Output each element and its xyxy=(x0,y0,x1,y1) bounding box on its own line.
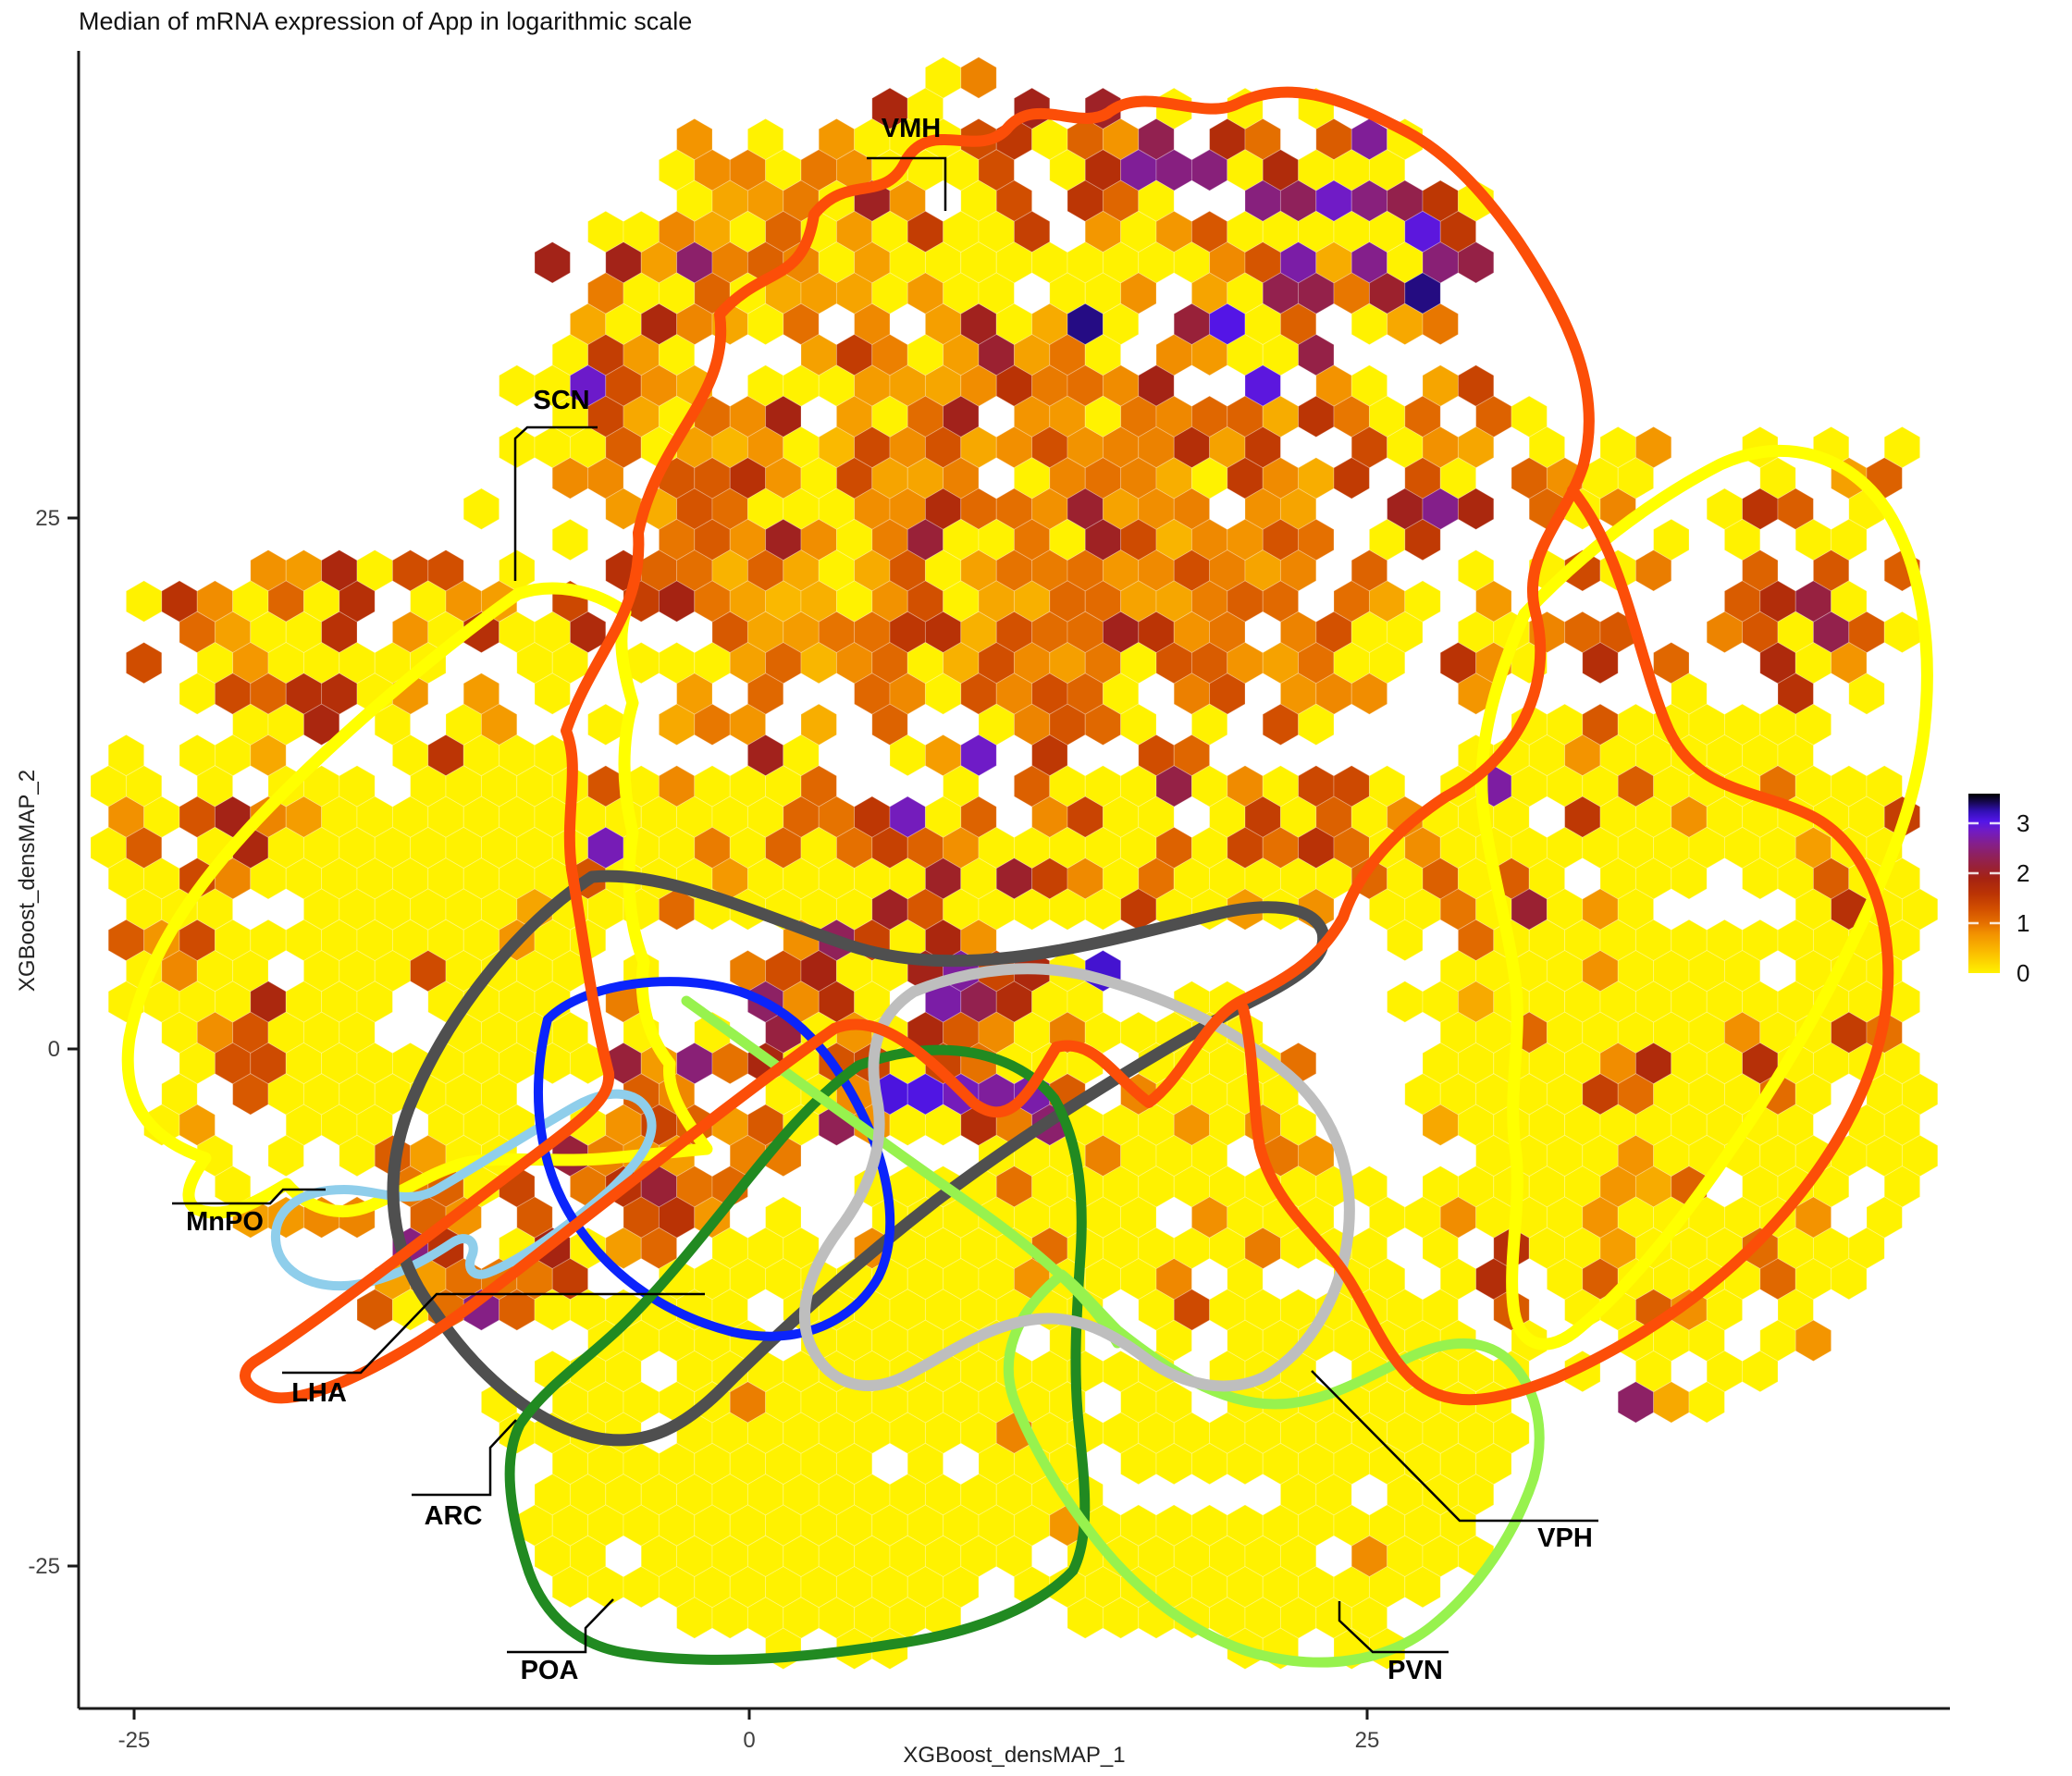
region-label-mnpo: MnPO xyxy=(186,1207,264,1237)
region-leader-arc xyxy=(412,1419,517,1497)
region-label-vph: VPH xyxy=(1537,1523,1593,1553)
hex-cell xyxy=(587,703,624,746)
region-leader-pvn xyxy=(1338,1601,1449,1654)
hex-cell xyxy=(1634,549,1672,592)
colorbar-legend: 3 2 1 0 xyxy=(1968,794,2029,987)
hex-cell xyxy=(1831,1257,1868,1301)
hex-cell xyxy=(1742,1350,1779,1393)
region-outline-pvn xyxy=(1003,1269,1545,1668)
hex-cell xyxy=(1457,241,1495,284)
colorbar-tick-label: 1 xyxy=(2016,909,2029,937)
x-tick-label: -25 xyxy=(118,1728,151,1753)
y-axis-title: XGBoost_densMAP_2 xyxy=(15,769,40,993)
hexbin-layer xyxy=(90,56,1939,1671)
region-label-poa: POA xyxy=(521,1656,579,1685)
region-outline-vmh xyxy=(240,86,1595,1404)
region-labels: SCN MnPO LHA ARC POA PVN VPH VMH xyxy=(172,114,1598,1685)
chart-title: Median of mRNA expression of App in loga… xyxy=(79,7,693,35)
x-tick-label: 0 xyxy=(743,1728,755,1753)
region-outline-poa xyxy=(504,1044,1091,1665)
hex-cell xyxy=(534,672,571,715)
hex-cell xyxy=(1688,1381,1725,1424)
region-label-pvn: PVN xyxy=(1388,1656,1443,1685)
x-axis-title: XGBoost_densMAP_1 xyxy=(903,1743,1126,1768)
hex-cell xyxy=(267,1134,304,1178)
region-leader-lha xyxy=(282,1292,705,1375)
hex-cell xyxy=(1422,302,1459,346)
hex-cell xyxy=(499,426,536,469)
y-tick-label: 25 xyxy=(35,506,60,531)
region-label-scn: SCN xyxy=(533,386,589,415)
region-leader-scn xyxy=(513,426,598,581)
region-label-arc: ARC xyxy=(425,1501,483,1531)
hex-cell xyxy=(1848,672,1885,715)
hex-cell xyxy=(1387,980,1424,1023)
region-outline-scn xyxy=(1475,444,1933,1350)
region-outline-lha xyxy=(387,870,1330,1447)
hex-cell xyxy=(1671,857,1708,900)
region-leader-mnpo xyxy=(172,1188,326,1205)
axes: -25 0 25 25 0 -25 xyxy=(28,51,1950,1753)
hex-cell xyxy=(1404,518,1441,561)
region-leader-poa xyxy=(507,1598,614,1654)
hex-cell xyxy=(1582,641,1619,684)
hex-cell xyxy=(302,703,340,746)
hex-cell xyxy=(1883,610,1921,654)
hex-cell xyxy=(499,364,536,407)
colorbar-gradient xyxy=(1968,794,2000,973)
region-outline-vmh xyxy=(1238,485,1894,1406)
region-outline-vph xyxy=(799,963,1355,1392)
hex-cell xyxy=(1794,1319,1832,1363)
hex-cell xyxy=(1350,672,1388,715)
hex-cell xyxy=(462,487,500,530)
region-outline-mnpo xyxy=(270,1089,657,1291)
hex-cell xyxy=(1333,457,1370,500)
hex-cell xyxy=(125,580,163,623)
hex-cell xyxy=(551,518,589,561)
region-label-lha: LHA xyxy=(291,1378,347,1408)
region-leader-vph xyxy=(1311,1370,1598,1523)
y-tick-label: 0 xyxy=(48,1037,60,1062)
region-label-vmh: VMH xyxy=(882,114,941,143)
hex-cell xyxy=(1404,1565,1441,1609)
colorbar-tick-label: 2 xyxy=(2016,859,2029,887)
region-outline-scn xyxy=(121,582,713,1219)
hex-cell xyxy=(534,241,571,284)
y-tick-label: -25 xyxy=(28,1554,60,1579)
hex-cell xyxy=(1457,487,1495,530)
region-outlines xyxy=(121,86,1933,1668)
colorbar-tick-label: 3 xyxy=(2016,809,2029,837)
region-leader-vmh xyxy=(867,156,947,211)
x-tick-label: 25 xyxy=(1355,1728,1380,1753)
hex-cell xyxy=(1298,703,1335,746)
hex-cell xyxy=(125,641,163,684)
hex-cell xyxy=(960,56,997,99)
colorbar-tick-label: 0 xyxy=(2016,959,2029,987)
hex-cell xyxy=(1387,919,1424,962)
